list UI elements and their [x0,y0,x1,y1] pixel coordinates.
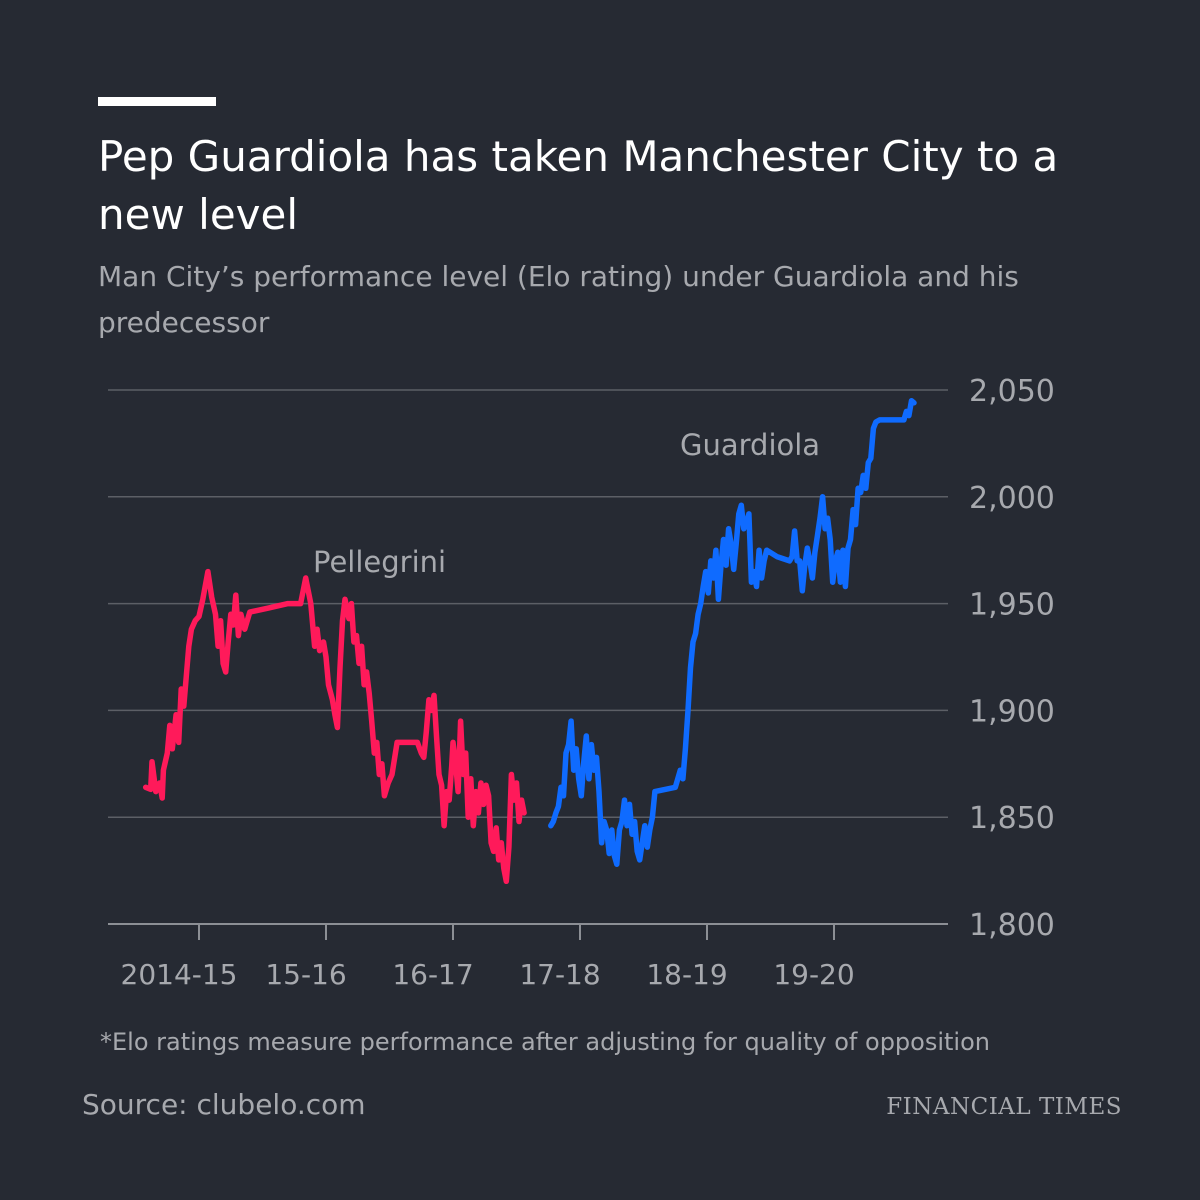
chart-subtitle: Man City’s performance level (Elo rating… [98,260,1019,339]
guardiola-annotation: Guardiola [680,428,820,462]
x-tick-label: 18-19 [646,958,727,991]
x-tick-label: 17-18 [519,958,600,991]
y-tick-label: 1,850 [969,801,1055,836]
x-tick-label: 16-17 [392,958,473,991]
y-tick-label: 1,800 [969,908,1055,943]
y-tick-label: 1,950 [969,588,1055,623]
source-note: Source: clubelo.com [82,1088,366,1121]
guardiola-series-line [548,397,917,867]
pellegrini-annotation: Pellegrini [313,545,446,579]
chart-title: Pep Guardiola has taken Manchester City … [98,132,1059,239]
publisher-logo: FINANCIAL TIMES [886,1094,1122,1120]
x-tick-label: 2014-15 [121,958,238,991]
x-tick-label: 19-20 [773,958,854,991]
y-tick-label: 2,050 [969,374,1055,409]
x-tick-label: 15-16 [265,958,346,991]
pellegrini-series-line [142,568,527,885]
y-tick-label: 1,900 [969,694,1055,729]
y-tick-label: 2,000 [969,481,1055,516]
header-rule [98,97,216,106]
footnote: *Elo ratings measure performance after a… [100,1028,990,1056]
